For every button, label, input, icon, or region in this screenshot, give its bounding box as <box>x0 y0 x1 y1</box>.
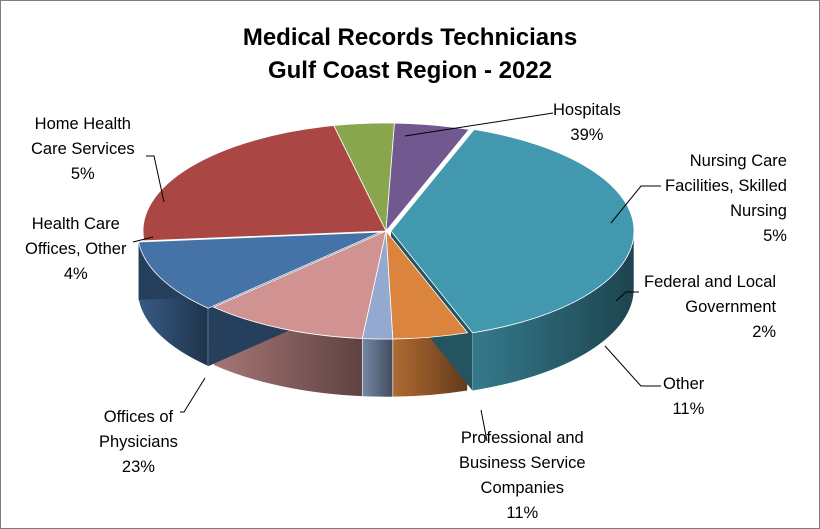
slice-value-0: 39% <box>570 126 604 144</box>
pie-top <box>138 122 635 340</box>
slice-value-5: 23% <box>121 458 155 476</box>
slice-value-1: 5% <box>763 227 787 245</box>
slice-label-4-line-0: Professional and <box>460 429 584 447</box>
leader-line-4 <box>480 409 488 442</box>
slice-label-2: Federal and Local Government 2% <box>644 270 776 345</box>
chart-title-line-1: Medical Records Technicians <box>242 24 578 51</box>
leader-lines <box>132 112 661 442</box>
slice-label-4: Professional and Business Service Companie… <box>459 426 586 526</box>
slice-label-7-line-0: Home Health <box>34 115 131 133</box>
slice-label-7: Home Health Care Services 5% <box>31 112 135 187</box>
slice-label-6-line-0: Health Care <box>31 215 120 233</box>
leader-line-3 <box>604 345 661 387</box>
slice-label-7-line-1: Care Services <box>31 140 135 158</box>
slice-0 <box>390 129 635 334</box>
leader-line-2 <box>615 291 639 302</box>
slice-7 <box>385 122 470 233</box>
slice-label-1-line-2: Nursing <box>730 202 787 220</box>
slice-label-1: Nursing Care Facilities, Skilled Nursing 5% <box>665 149 787 249</box>
slice-label-3-line-0: Other <box>663 375 705 393</box>
slice-label-2-line-1: Government <box>685 298 777 316</box>
slice-4 <box>138 231 381 309</box>
chart-title-line-2: Gulf Coast Region - 2022 <box>267 57 553 84</box>
slice-label-1-line-0: Nursing Care <box>689 152 787 170</box>
slice-value-4: 11% <box>506 504 539 522</box>
leader-line-0 <box>404 112 554 137</box>
slice-value-6: 4% <box>63 265 88 283</box>
leader-line-7 <box>146 155 165 203</box>
leader-line-6 <box>132 236 154 243</box>
slice-label-3: Other 11% <box>663 372 704 422</box>
slice-label-4-line-2: Companies <box>480 479 565 497</box>
slice-label-6-line-1: Offices, Other <box>25 240 127 258</box>
slice-side-2 <box>361 338 394 398</box>
slice-label-1-line-1: Facilities, Skilled <box>665 177 787 195</box>
slice-label-0-line-0: Hospitals <box>553 101 621 119</box>
slice-label-4-line-1: Business Service <box>459 454 586 472</box>
slice-value-2: 2% <box>752 323 777 341</box>
slice-label-2-line-0: Federal and Local <box>644 273 777 291</box>
slice-value-3: 11% <box>672 400 705 418</box>
slice-value-7: 5% <box>70 165 95 183</box>
leader-line-5 <box>180 377 206 413</box>
slice-5 <box>142 125 387 242</box>
slice-label-6: Health Care Offices, Other 4% <box>25 212 126 287</box>
chart-title: Medical Records Technicians Gulf Coast R… <box>1 21 819 87</box>
slice-label-0: Hospitals 39% <box>553 98 621 148</box>
slice-3 <box>212 230 387 339</box>
leader-line-1 <box>610 185 661 224</box>
slice-label-5: Offices of Physicians 23% <box>99 405 178 480</box>
slice-label-5-line-0: Offices of <box>103 408 174 426</box>
slice-label-5-line-1: Physicians <box>99 433 178 451</box>
